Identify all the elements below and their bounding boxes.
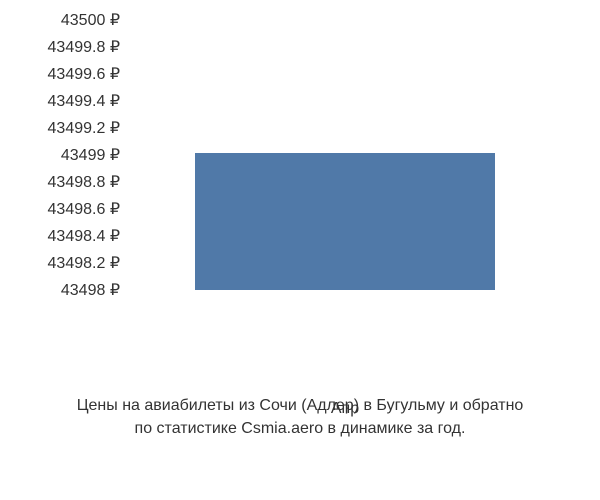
- bar-apr: [195, 153, 495, 290]
- y-tick: 43499.2 ₽: [0, 118, 120, 138]
- y-tick: 43500 ₽: [0, 10, 120, 30]
- caption-line-1: Цены на авиабилеты из Сочи (Адлер) в Буг…: [0, 395, 600, 417]
- caption-line-2: по статистике Csmia.aero в динамике за г…: [0, 418, 600, 440]
- y-tick: 43499.4 ₽: [0, 91, 120, 111]
- y-tick: 43498.8 ₽: [0, 172, 120, 192]
- y-tick: 43499.8 ₽: [0, 37, 120, 57]
- chart-container: 43500 ₽ 43499.8 ₽ 43499.6 ₽ 43499.4 ₽ 43…: [0, 0, 600, 500]
- chart-caption: Цены на авиабилеты из Сочи (Адлер) в Буг…: [0, 395, 600, 440]
- y-tick: 43498.4 ₽: [0, 226, 120, 246]
- y-tick: 43498.6 ₽: [0, 199, 120, 219]
- plot-area: [130, 10, 590, 310]
- y-tick: 43499.6 ₽: [0, 64, 120, 84]
- y-tick: 43498 ₽: [0, 280, 120, 300]
- y-tick: 43499 ₽: [0, 145, 120, 165]
- y-tick: 43498.2 ₽: [0, 253, 120, 273]
